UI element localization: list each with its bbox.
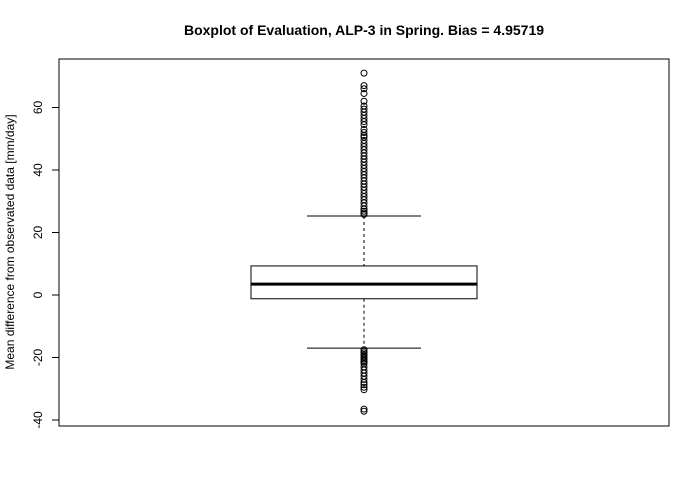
y-axis-label: Mean difference from observated data [mm… xyxy=(3,114,17,369)
outlier-point xyxy=(360,129,368,136)
outlier-point xyxy=(360,82,368,90)
outlier-point xyxy=(360,386,368,394)
outlier-point xyxy=(360,89,368,97)
box-group xyxy=(250,215,478,349)
outlier-point xyxy=(360,381,368,389)
outlier-point xyxy=(360,121,368,129)
y-tick-label: 20 xyxy=(31,226,45,240)
y-tick-label: 0 xyxy=(31,291,45,298)
chart-title: Boxplot of Evaluation, ALP-3 in Spring. … xyxy=(184,22,544,38)
outlier-point xyxy=(360,407,368,415)
outlier-point xyxy=(360,205,368,213)
outlier-point xyxy=(360,118,368,126)
outlier-point xyxy=(360,202,368,210)
y-tick-label: -40 xyxy=(31,411,45,429)
outlier-point xyxy=(360,375,368,383)
outlier-point xyxy=(360,207,368,215)
outlier-group xyxy=(360,69,368,415)
outlier-point xyxy=(360,85,368,93)
y-tick-label: 40 xyxy=(31,163,45,177)
outlier-point xyxy=(360,383,368,391)
y-tick-label: 60 xyxy=(31,101,45,115)
outlier-point xyxy=(360,69,368,77)
outlier-point xyxy=(360,379,368,386)
iqr-box xyxy=(250,265,478,300)
outlier-point xyxy=(360,210,368,218)
outlier-point xyxy=(360,405,368,413)
outlier-point xyxy=(360,97,368,105)
y-tick-label: -20 xyxy=(31,349,45,367)
y-axis: -40 -20 0 20 40 60 xyxy=(31,101,60,429)
